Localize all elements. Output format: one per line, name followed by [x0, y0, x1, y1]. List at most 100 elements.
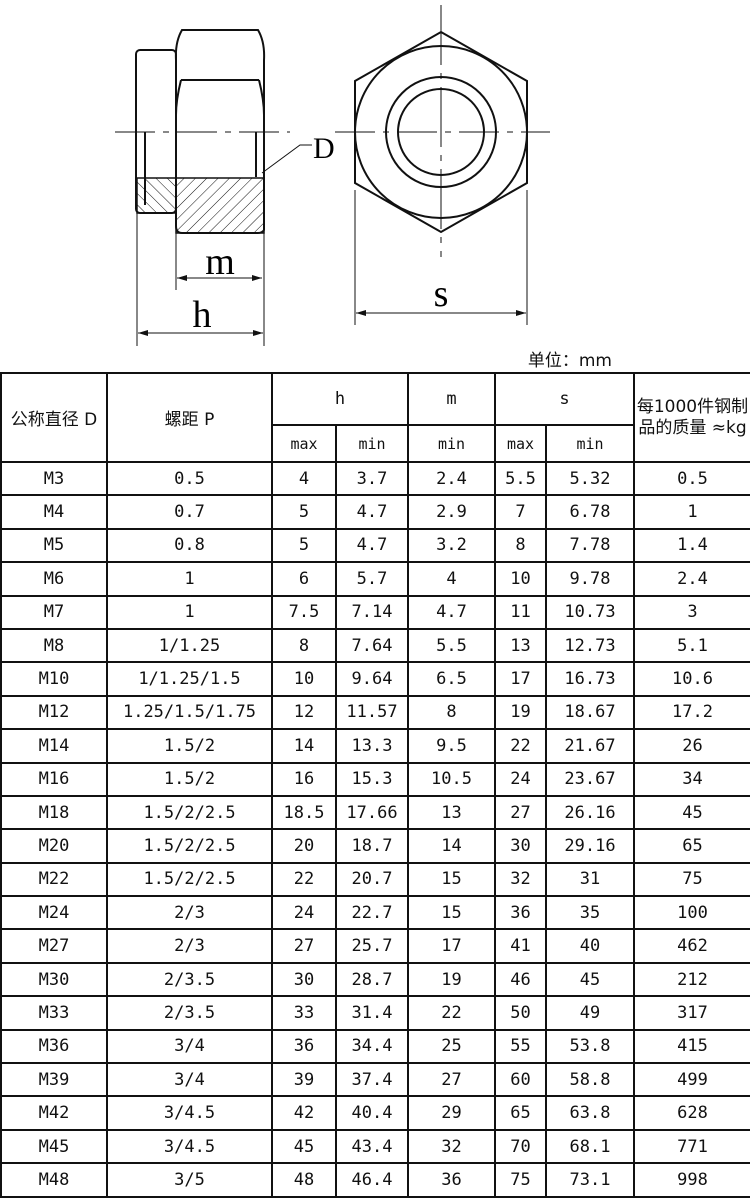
cell-pitch: 0.5: [106, 460, 273, 497]
cell-pitch: 1.5/2/2.5: [106, 794, 273, 831]
cell-s-min: 53.8: [545, 1028, 635, 1065]
cell-s-min: 26.16: [545, 794, 635, 831]
cell-pitch: 3/4: [106, 1028, 273, 1065]
header-pitch: 螺距 P: [106, 372, 273, 463]
cell-s-min: 63.8: [545, 1095, 635, 1131]
cell-mass: 26: [633, 728, 750, 764]
cell-m-min: 19: [407, 961, 496, 998]
cell-pitch: 0.8: [106, 527, 273, 564]
cell-s-max: 60: [494, 1062, 547, 1098]
cell-s-max: 24: [494, 761, 547, 797]
cell-diameter: M14: [0, 728, 108, 764]
cell-s-min: 5.32: [545, 460, 635, 497]
cell-mass: 771: [633, 1128, 750, 1165]
nut-dimension-table: 公称直径 D 螺距 P h m s 每1000件钢制品的质量 ≈kg max m…: [0, 372, 750, 1198]
cell-h-max: 36: [271, 1028, 337, 1065]
cell-m-min: 25: [407, 1028, 496, 1065]
cell-mass: 212: [633, 961, 750, 998]
cell-h-min: 25.7: [335, 928, 409, 964]
cell-m-min: 27: [407, 1062, 496, 1098]
cell-pitch: 3/4.5: [106, 1128, 273, 1165]
cell-h-max: 24: [271, 895, 337, 931]
cell-h-max: 7.5: [271, 594, 337, 630]
cell-s-min: 45: [545, 961, 635, 998]
cell-s-max: 22: [494, 728, 547, 764]
cell-diameter: M36: [0, 1028, 108, 1065]
cell-s-min: 18.67: [545, 694, 635, 731]
cell-h-min: 13.3: [335, 728, 409, 764]
cell-m-min: 13: [407, 794, 496, 831]
cell-s-max: 30: [494, 828, 547, 864]
cell-diameter: M10: [0, 661, 108, 697]
table-row: M36 3/4 36 34.4 25 55 53.8 415: [0, 1028, 750, 1065]
cell-diameter: M12: [0, 694, 108, 731]
cell-pitch: 1: [106, 561, 273, 597]
cell-mass: 1: [633, 494, 750, 530]
cell-pitch: 3/4.5: [106, 1095, 273, 1131]
cell-s-min: 21.67: [545, 728, 635, 764]
cell-diameter: M42: [0, 1095, 108, 1131]
table-row: M33 2/3.5 33 31.4 22 50 49 317: [0, 995, 750, 1031]
table-row: M7 1 7.5 7.14 4.7 11 10.73 3: [0, 594, 750, 630]
cell-s-min: 58.8: [545, 1062, 635, 1098]
table-row: M6 1 6 5.7 4 10 9.78 2.4: [0, 561, 750, 597]
header-h-min: min: [335, 424, 409, 463]
cell-pitch: 1.5/2: [106, 761, 273, 797]
cell-m-min: 29: [407, 1095, 496, 1131]
cell-m-min: 4: [407, 561, 496, 597]
cell-m-min: 4.7: [407, 594, 496, 630]
cell-diameter: M33: [0, 995, 108, 1031]
label-m: m: [205, 241, 235, 283]
cell-pitch: 1.5/2: [106, 728, 273, 764]
cell-mass: 34: [633, 761, 750, 797]
cell-s-max: 11: [494, 594, 547, 630]
cell-m-min: 15: [407, 861, 496, 898]
cell-h-min: 43.4: [335, 1128, 409, 1165]
cell-pitch: 0.7: [106, 494, 273, 530]
cell-h-max: 16: [271, 761, 337, 797]
cell-h-min: 20.7: [335, 861, 409, 898]
cell-s-min: 12.73: [545, 627, 635, 664]
table-row: M16 1.5/2 16 15.3 10.5 24 23.67 34: [0, 761, 750, 797]
cell-h-max: 39: [271, 1062, 337, 1098]
table-row: M22 1.5/2/2.5 22 20.7 15 32 31 75: [0, 861, 750, 898]
cell-h-min: 4.7: [335, 494, 409, 530]
cell-s-min: 35: [545, 895, 635, 931]
cell-pitch: 3/4: [106, 1062, 273, 1098]
header-s-min: min: [545, 424, 635, 463]
cell-mass: 415: [633, 1028, 750, 1065]
cell-h-min: 9.64: [335, 661, 409, 697]
cell-h-min: 7.14: [335, 594, 409, 630]
header-diameter: 公称直径 D: [0, 372, 108, 463]
cell-mass: 5.1: [633, 627, 750, 664]
cell-pitch: 2/3: [106, 928, 273, 964]
table-row: M27 2/3 27 25.7 17 41 40 462: [0, 928, 750, 964]
cell-m-min: 17: [407, 928, 496, 964]
cell-m-min: 2.9: [407, 494, 496, 530]
cell-diameter: M4: [0, 494, 108, 530]
cell-s-min: 49: [545, 995, 635, 1031]
cell-h-min: 22.7: [335, 895, 409, 931]
cell-h-max: 4: [271, 460, 337, 497]
cell-s-max: 55: [494, 1028, 547, 1065]
cell-s-max: 50: [494, 995, 547, 1031]
cell-pitch: 1/1.25: [106, 627, 273, 664]
cell-h-max: 20: [271, 828, 337, 864]
cell-h-max: 14: [271, 728, 337, 764]
cell-mass: 998: [633, 1162, 750, 1198]
cell-s-min: 40: [545, 928, 635, 964]
cell-diameter: M7: [0, 594, 108, 630]
unit-label: 单位：mm: [527, 351, 612, 371]
cell-diameter: M24: [0, 895, 108, 931]
cell-mass: 0.5: [633, 460, 750, 497]
cell-diameter: M3: [0, 460, 108, 497]
cell-h-max: 8: [271, 627, 337, 664]
cell-h-min: 46.4: [335, 1162, 409, 1198]
table-row: M48 3/5 48 46.4 36 75 73.1 998: [0, 1162, 750, 1198]
cell-s-max: 13: [494, 627, 547, 664]
cell-mass: 17.2: [633, 694, 750, 731]
table-row: M20 1.5/2/2.5 20 18.7 14 30 29.16 65: [0, 828, 750, 864]
cell-s-min: 31: [545, 861, 635, 898]
cell-s-min: 9.78: [545, 561, 635, 597]
cell-pitch: 1.25/1.5/1.75: [106, 694, 273, 731]
